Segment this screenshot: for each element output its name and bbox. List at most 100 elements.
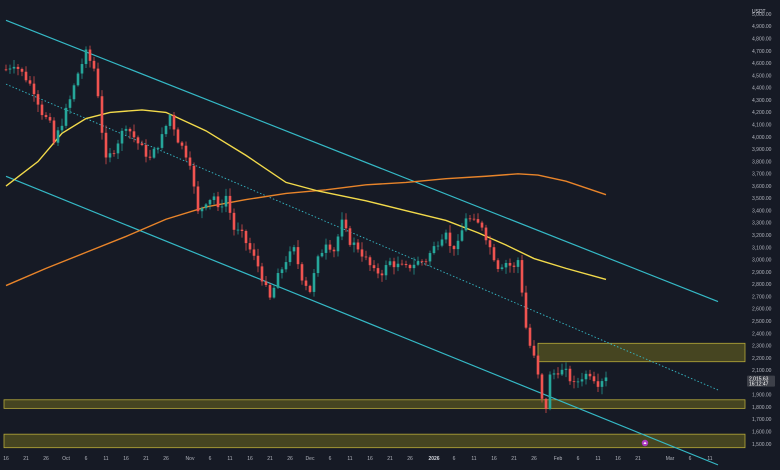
zone-0 — [537, 342, 746, 363]
candle-body — [340, 219, 344, 237]
candle-body — [480, 222, 484, 228]
trend-channel — [5, 19, 719, 466]
candle-body — [288, 251, 292, 263]
candle-body — [416, 261, 420, 265]
candle-body — [68, 99, 72, 108]
time-tick-label: Feb — [554, 456, 563, 462]
candle-body — [420, 261, 424, 263]
candle-body — [600, 381, 604, 387]
candle-body — [516, 260, 520, 267]
candle-body — [452, 246, 456, 250]
price-tick-label: 4,100.00 — [752, 122, 772, 128]
candle-body — [156, 147, 160, 149]
time-axis[interactable]: 16 21 26 Oct 6 11 16 21 26 Nov 6 11 16 21 26 Dec 6 11 16 21… — [3, 456, 713, 462]
candle-body — [492, 247, 496, 261]
candle-body — [92, 60, 96, 69]
price-tick-label: 4,500.00 — [752, 73, 772, 79]
price-tick-label: 3,000.00 — [752, 258, 772, 264]
candle-body — [336, 236, 340, 252]
candle-body — [20, 68, 24, 72]
candle-body — [112, 153, 116, 155]
candle-body — [260, 266, 264, 282]
price-tick-label: 4,700.00 — [752, 49, 772, 55]
candle-body — [220, 206, 224, 208]
candle-body — [592, 376, 596, 382]
candle-body — [120, 130, 124, 144]
candle-body — [148, 156, 152, 158]
candle-body — [140, 143, 144, 146]
price-axis[interactable]: USDT 5,000.00 4,900.00 4,800.00 4,700.00 4,6… — [752, 9, 772, 448]
candle-body — [392, 261, 396, 268]
candle-body — [100, 96, 104, 133]
candle-body — [536, 355, 540, 375]
time-tick-label: 6 — [689, 456, 692, 462]
candle-body — [256, 255, 260, 267]
candle-body — [540, 374, 544, 399]
candle-body — [216, 196, 220, 208]
candle-body — [264, 281, 268, 286]
price-tick-label: 3,500.00 — [752, 196, 772, 202]
channel-lower-line — [5, 175, 719, 466]
candle-body — [88, 49, 92, 61]
candle-body — [412, 264, 416, 269]
price-tick-label: 2,600.00 — [752, 307, 772, 313]
price-tick-label: 3,600.00 — [752, 184, 772, 190]
candle-body — [352, 242, 356, 245]
price-tick-label: 4,600.00 — [752, 61, 772, 67]
time-tick-label: 11 — [227, 456, 232, 462]
time-tick-label: 6 — [453, 456, 456, 462]
candle-body — [444, 232, 448, 240]
price-tick-label: 3,800.00 — [752, 159, 772, 165]
price-tick-label: 2,800.00 — [752, 282, 772, 288]
candle-body — [380, 273, 384, 276]
price-axis-unit: USDT — [752, 9, 766, 15]
candle-body — [528, 327, 532, 346]
candle-body — [364, 256, 368, 258]
time-tick-label: 26 — [287, 456, 293, 462]
candle-body — [396, 263, 400, 268]
support-zones — [3, 342, 746, 449]
candle-body — [328, 244, 332, 250]
time-tick-label: 16 — [491, 456, 497, 462]
candle-body — [424, 261, 428, 263]
candle-body — [268, 285, 272, 298]
time-tick-label: 26 — [407, 456, 413, 462]
time-tick-label: 16 — [123, 456, 129, 462]
candle-body — [108, 153, 112, 158]
candle-body — [196, 186, 200, 212]
candle-body — [16, 66, 20, 69]
candle-body — [124, 128, 128, 131]
candle-body — [56, 130, 60, 143]
candle-body — [180, 142, 184, 146]
candle-body — [200, 208, 204, 212]
candle-body — [212, 196, 216, 201]
candle-body — [300, 264, 304, 281]
candle-body — [36, 94, 40, 105]
candle-body — [388, 261, 392, 266]
candle-body — [60, 125, 64, 131]
price-tick-label: 2,200.00 — [752, 356, 772, 362]
candle-body — [144, 145, 148, 157]
price-tick-label: 4,300.00 — [752, 98, 772, 104]
candle-body — [12, 66, 16, 69]
candle-body — [368, 257, 372, 266]
candle-body — [232, 212, 236, 230]
price-tick-label: 1,600.00 — [752, 430, 772, 436]
candle-body — [32, 83, 36, 95]
price-tick-label: 3,700.00 — [752, 172, 772, 178]
candle-body — [184, 145, 188, 158]
candle-body — [316, 256, 320, 274]
candle-body — [580, 379, 584, 382]
candle-body — [284, 262, 288, 270]
time-tick-label: 16 — [367, 456, 373, 462]
candle-body — [564, 368, 568, 370]
price-tick-label: 4,200.00 — [752, 110, 772, 116]
candle-body — [236, 229, 240, 231]
price-tick-label: 4,800.00 — [752, 37, 772, 43]
time-tick-label: 11 — [347, 456, 352, 462]
candle-body — [128, 128, 132, 132]
candle-body — [72, 85, 76, 100]
candle-body — [160, 134, 164, 148]
